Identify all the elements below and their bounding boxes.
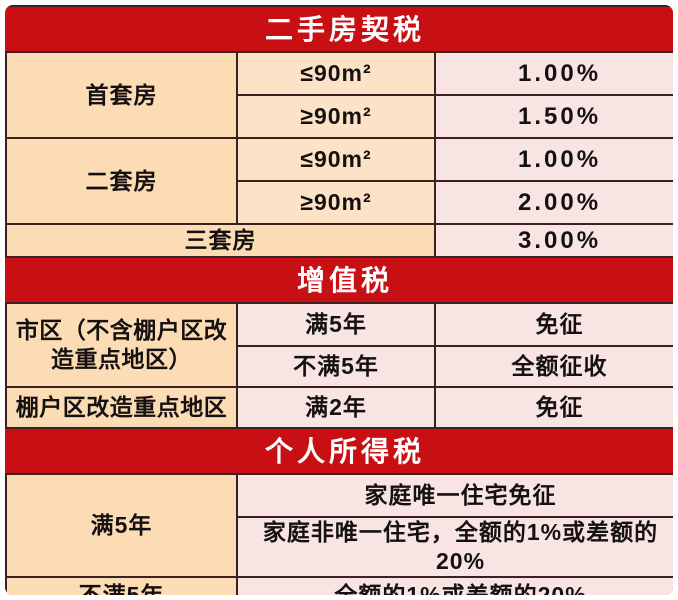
rate-cell: 全额征收 <box>433 345 673 388</box>
section-header-deed-tax: 二手房契税 <box>6 5 673 53</box>
rate-cell: 1.00% <box>433 137 673 182</box>
rule-cell: 家庭唯一住宅免征 <box>235 473 673 518</box>
rate-cell: 2.00% <box>433 180 673 225</box>
category-cell: 不满5年 <box>5 575 238 595</box>
rate-cell: 1.50% <box>433 94 673 139</box>
section-header-vat: 增值税 <box>6 256 673 304</box>
category-cell: 满5年 <box>5 473 238 578</box>
rate-cell: 免征 <box>433 302 673 347</box>
category-cell: 二套房 <box>5 137 238 225</box>
condition-cell: 满2年 <box>236 386 436 429</box>
condition-cell: 不满5年 <box>236 345 436 388</box>
category-cell: 三套房 <box>5 223 436 258</box>
rate-cell: 免征 <box>433 386 673 429</box>
rate-cell: 1.00% <box>433 51 673 96</box>
condition-cell: ≤90m² <box>236 51 436 96</box>
condition-cell: ≤90m² <box>236 137 436 182</box>
condition-cell: 满5年 <box>236 302 436 347</box>
section-header-income-tax: 个人所得税 <box>6 427 673 475</box>
category-cell: 市区（不含棚户区改造重点地区） <box>5 302 238 388</box>
category-cell: 棚户区改造重点地区 <box>5 386 238 429</box>
condition-cell: ≥90m² <box>236 180 436 225</box>
rate-cell: 3.00% <box>433 223 673 258</box>
rule-cell: 家庭非唯一住宅，全额的1%或差额的20% <box>235 516 673 578</box>
category-cell: 首套房 <box>5 51 238 139</box>
tax-rate-table: 二手房契税 首套房 ≤90m² 1.00% ≥90m² 1.50% 二套房 ≤9… <box>5 5 673 595</box>
rule-cell: 全额的1%或差额的20% <box>235 575 673 595</box>
tax-table-background: 二手房契税 首套房 ≤90m² 1.00% ≥90m² 1.50% 二套房 ≤9… <box>5 5 673 595</box>
condition-cell: ≥90m² <box>236 94 436 139</box>
